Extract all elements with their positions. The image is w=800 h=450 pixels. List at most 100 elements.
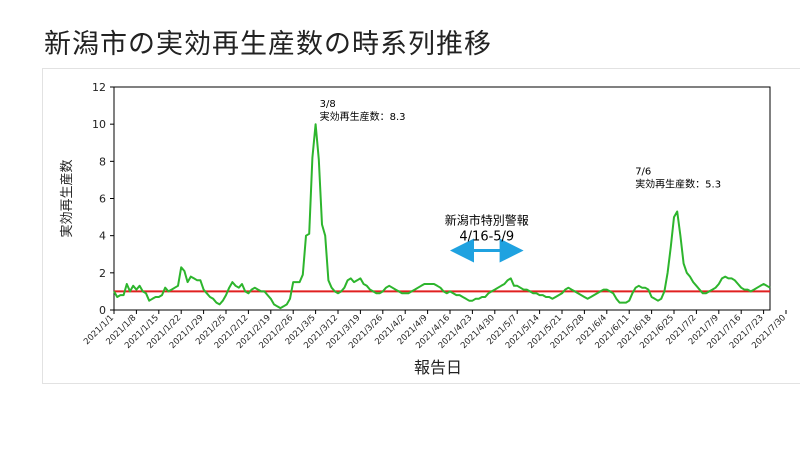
data-point bbox=[411, 290, 413, 292]
data-point bbox=[449, 290, 451, 292]
data-point bbox=[446, 292, 448, 294]
data-point bbox=[715, 287, 717, 289]
data-point bbox=[635, 287, 637, 289]
data-point bbox=[241, 283, 243, 285]
data-point bbox=[606, 289, 608, 291]
data-point bbox=[612, 292, 614, 294]
data-point bbox=[711, 289, 713, 291]
data-point bbox=[548, 296, 550, 298]
data-point bbox=[260, 290, 262, 292]
line-chart: 0246810122021/1/12021/1/82021/1/152021/1… bbox=[59, 81, 788, 377]
data-point bbox=[734, 279, 736, 281]
data-point bbox=[731, 277, 733, 279]
data-point bbox=[427, 283, 429, 285]
data-point bbox=[276, 305, 278, 307]
data-point bbox=[385, 287, 387, 289]
data-point bbox=[247, 292, 249, 294]
data-point bbox=[126, 283, 128, 285]
data-point bbox=[702, 292, 704, 294]
data-point bbox=[417, 287, 419, 289]
data-point bbox=[574, 290, 576, 292]
data-point bbox=[657, 300, 659, 302]
data-point bbox=[433, 283, 435, 285]
data-point bbox=[148, 300, 150, 302]
data-point bbox=[187, 281, 189, 283]
data-point bbox=[203, 289, 205, 291]
data-point bbox=[452, 292, 454, 294]
data-point bbox=[481, 296, 483, 298]
data-point bbox=[516, 285, 518, 287]
data-point bbox=[414, 289, 416, 291]
data-point bbox=[145, 292, 147, 294]
data-point bbox=[737, 283, 739, 285]
data-point bbox=[503, 283, 505, 285]
data-point bbox=[273, 303, 275, 305]
annotation-date: 7/6 bbox=[635, 166, 651, 177]
data-point bbox=[539, 294, 541, 296]
data-point bbox=[699, 289, 701, 291]
data-point bbox=[603, 289, 605, 291]
data-point bbox=[257, 289, 259, 291]
data-point bbox=[625, 302, 627, 304]
data-point bbox=[455, 294, 457, 296]
data-point bbox=[558, 294, 560, 296]
plot-area bbox=[113, 86, 771, 311]
data-point bbox=[225, 294, 227, 296]
data-point bbox=[580, 294, 582, 296]
data-point bbox=[727, 277, 729, 279]
data-point bbox=[196, 279, 198, 281]
data-point bbox=[190, 276, 192, 278]
data-point bbox=[663, 290, 665, 292]
data-point bbox=[267, 294, 269, 296]
alert-period-range: 4/16-5/9 bbox=[459, 230, 514, 245]
data-point bbox=[331, 287, 333, 289]
data-point bbox=[631, 292, 633, 294]
data-point bbox=[628, 300, 630, 302]
data-point bbox=[254, 287, 256, 289]
data-point bbox=[436, 285, 438, 287]
data-point bbox=[769, 287, 771, 289]
data-point bbox=[519, 287, 521, 289]
data-point bbox=[695, 285, 697, 287]
data-point bbox=[372, 290, 374, 292]
data-point bbox=[327, 279, 329, 281]
data-point bbox=[529, 290, 531, 292]
data-point bbox=[475, 298, 477, 300]
data-point bbox=[388, 285, 390, 287]
data-point bbox=[654, 298, 656, 300]
data-point bbox=[593, 294, 595, 296]
data-point bbox=[343, 287, 345, 289]
data-point bbox=[705, 292, 707, 294]
data-point bbox=[116, 296, 118, 298]
data-point bbox=[644, 287, 646, 289]
data-point bbox=[747, 289, 749, 291]
data-point bbox=[222, 300, 224, 302]
data-point bbox=[407, 292, 409, 294]
data-point bbox=[177, 285, 179, 287]
data-point bbox=[535, 292, 537, 294]
data-point bbox=[740, 287, 742, 289]
data-point bbox=[420, 285, 422, 287]
y-axis-title: 実効再生産数 bbox=[59, 159, 75, 237]
data-point bbox=[468, 300, 470, 302]
data-point bbox=[641, 287, 643, 289]
data-point bbox=[158, 296, 160, 298]
data-point bbox=[670, 246, 672, 248]
y-tick-label: 4 bbox=[99, 230, 106, 243]
data-point bbox=[363, 283, 365, 285]
annotation-date: 3/8 bbox=[320, 99, 336, 110]
data-point bbox=[651, 296, 653, 298]
data-point bbox=[359, 277, 361, 279]
data-point bbox=[683, 263, 685, 265]
data-point bbox=[286, 303, 288, 305]
data-point bbox=[599, 290, 601, 292]
data-point bbox=[350, 277, 352, 279]
data-point bbox=[423, 283, 425, 285]
data-point bbox=[676, 211, 678, 213]
data-point bbox=[334, 290, 336, 292]
y-tick-label: 6 bbox=[99, 193, 106, 206]
data-point bbox=[564, 289, 566, 291]
data-point bbox=[491, 290, 493, 292]
data-point bbox=[724, 276, 726, 278]
data-point bbox=[510, 277, 512, 279]
